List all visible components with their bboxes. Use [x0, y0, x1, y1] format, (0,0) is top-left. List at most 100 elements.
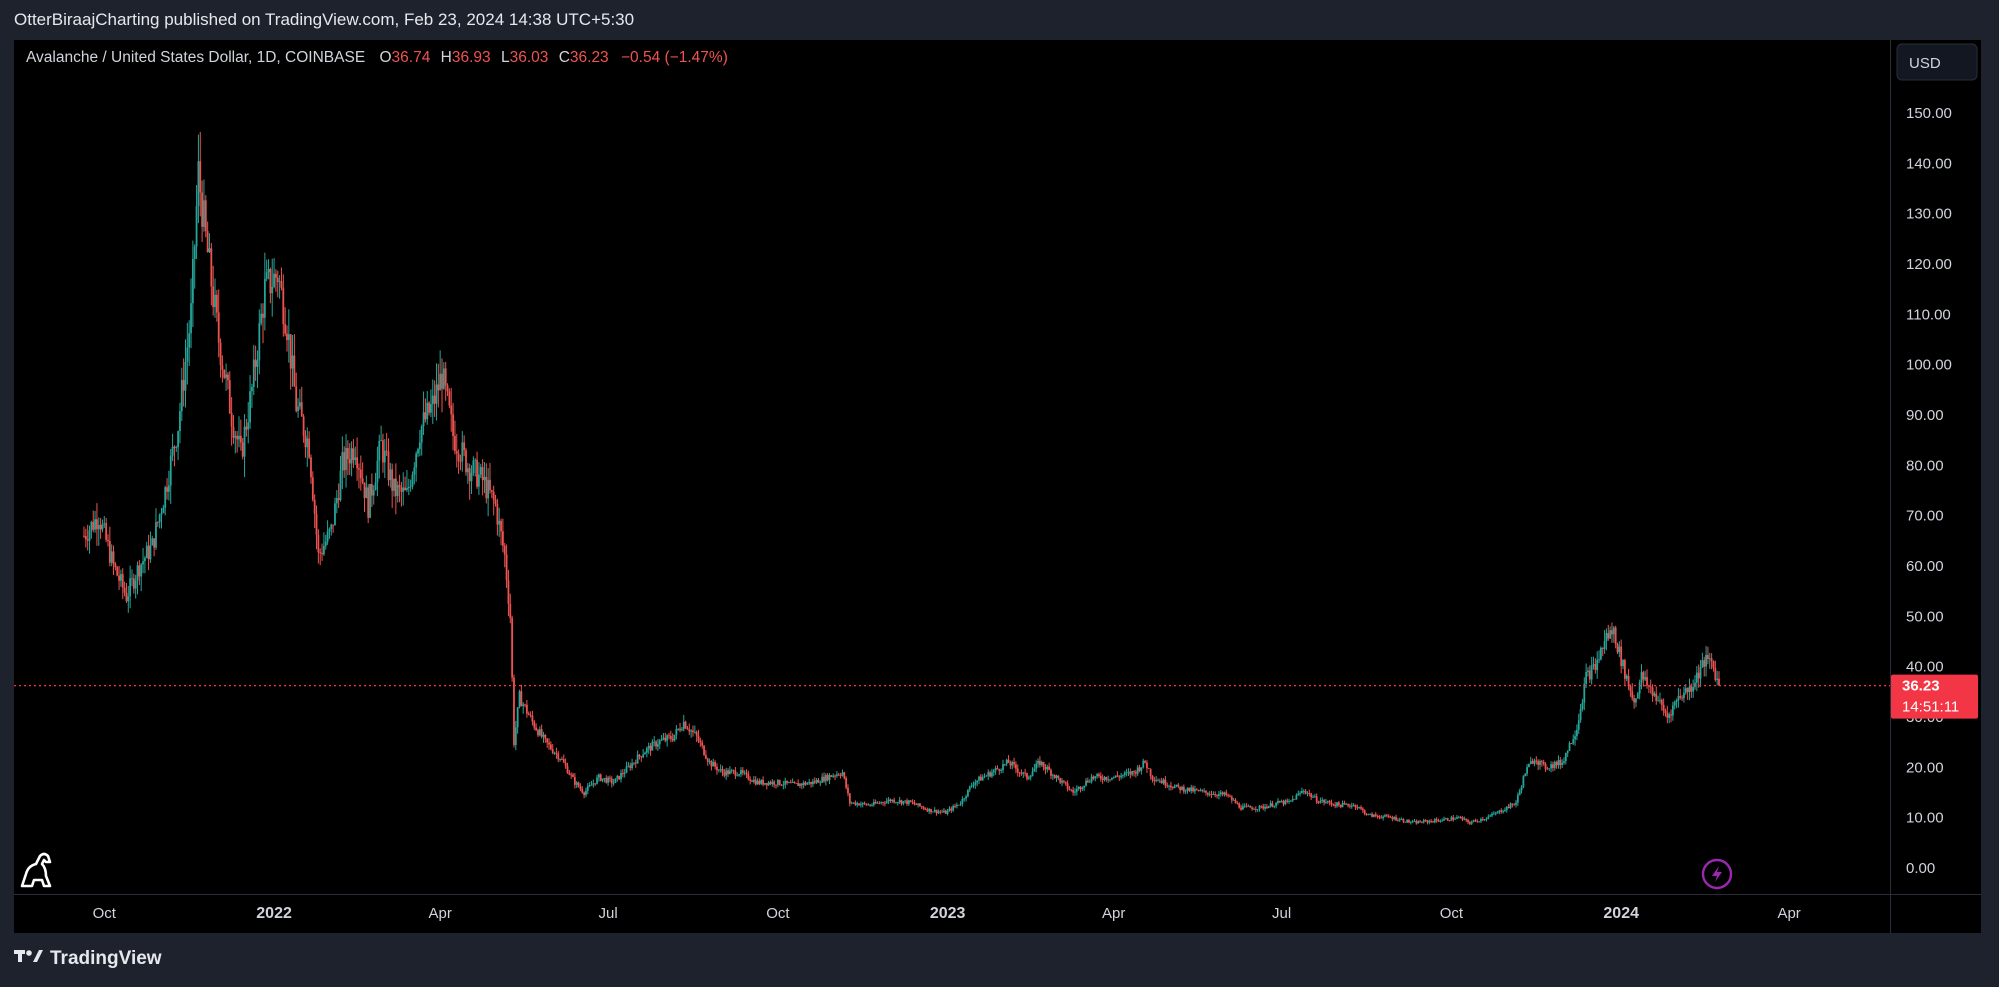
candle-body [1577, 720, 1580, 730]
candle-body [817, 779, 820, 783]
candle-body [568, 773, 571, 775]
candle-body [1433, 819, 1436, 823]
candle-body [1515, 802, 1517, 805]
candle-body [1256, 809, 1259, 810]
candle-body [671, 738, 674, 741]
candle-body [745, 772, 748, 774]
candle-body [188, 333, 191, 348]
lightning-icon[interactable] [1701, 858, 1733, 890]
candle-body [236, 435, 239, 440]
candle-body [1646, 677, 1648, 686]
candle-body [363, 482, 366, 499]
candle-body [1587, 670, 1589, 672]
candle-body [989, 772, 991, 777]
candle-body [411, 474, 414, 487]
candle-body [1627, 675, 1630, 687]
candle-body [513, 677, 515, 746]
candle-body [782, 784, 785, 786]
candle-body [911, 801, 914, 803]
candle-body [1265, 806, 1268, 809]
candle-body [1064, 781, 1067, 784]
candle-body [448, 391, 451, 406]
candlestick-chart[interactable]: Avalanche / United States Dollar, 1D, CO… [14, 40, 1981, 933]
chart-frame[interactable]: Avalanche / United States Dollar, 1D, CO… [14, 40, 1981, 933]
candle-body [151, 538, 154, 546]
candle-body [525, 704, 528, 714]
candle-body [313, 499, 316, 514]
candle-body [799, 783, 801, 787]
candle-body [1581, 702, 1584, 709]
candle-body [721, 769, 724, 773]
candle-body [321, 553, 323, 555]
candle-body [295, 386, 298, 412]
candle-body [1206, 792, 1209, 795]
candle-body [1142, 760, 1145, 768]
candle-body [428, 402, 430, 413]
candle-body [548, 742, 550, 745]
candle-body [258, 323, 261, 361]
candle-body [1550, 764, 1552, 769]
candle-body [326, 531, 329, 542]
candle-body [590, 784, 593, 786]
candle-body [1607, 633, 1610, 639]
dinosaur-icon[interactable] [20, 852, 52, 888]
candle-body [153, 538, 156, 548]
footer-brand[interactable]: TradingView [14, 948, 162, 970]
candle-body [1039, 760, 1041, 766]
candle-body [738, 774, 741, 776]
candle-body [267, 269, 270, 273]
candle-body [127, 596, 130, 602]
price-axis[interactable]: 0.0010.0020.0030.0040.0050.0060.0070.008… [1906, 105, 1952, 877]
candle-body [586, 786, 589, 791]
candle-body [361, 478, 364, 483]
candle-body [716, 766, 718, 771]
currency-button[interactable]: USD [1896, 43, 1978, 81]
candle-body [950, 808, 953, 811]
candle-body [760, 779, 763, 784]
candle-body [1439, 820, 1442, 822]
candle-body [1679, 696, 1682, 698]
candle-body [928, 808, 931, 812]
candles-layer [83, 131, 1720, 826]
candle-body [764, 783, 766, 785]
candle-body [806, 783, 809, 785]
candle-body [1313, 796, 1316, 798]
candle-body [1175, 784, 1178, 787]
time-tick-label: Apr [428, 905, 451, 922]
candle-body [1123, 772, 1126, 775]
candle-body [374, 482, 377, 491]
candle-body [389, 469, 392, 481]
candle-body [466, 468, 469, 473]
candle-body [221, 365, 224, 370]
candle-body [328, 529, 331, 532]
candle-body [752, 779, 755, 782]
candle-body [275, 273, 277, 278]
candle-body [83, 535, 85, 537]
price-tick-label: 90.00 [1906, 407, 1944, 424]
candle-body [1437, 820, 1440, 822]
candle-body [1037, 760, 1039, 764]
candle-body [1051, 774, 1054, 776]
candle-body [1435, 819, 1438, 821]
candle-body [1238, 803, 1241, 808]
candle-body [754, 779, 757, 785]
candle-body [1157, 780, 1159, 782]
candle-body [1336, 802, 1338, 807]
candle-body [1101, 778, 1104, 780]
candle-body [1640, 672, 1643, 683]
candle-body [1387, 815, 1390, 818]
time-tick-label: Apr [1102, 905, 1125, 922]
candle-body [808, 781, 811, 784]
candle-body [1015, 764, 1017, 769]
candle-body [961, 798, 964, 805]
candle-body [819, 782, 822, 784]
candle-body [1695, 672, 1698, 683]
candle-body [110, 551, 113, 563]
candle-body [1378, 816, 1381, 818]
candle-body [376, 460, 379, 483]
candle-body [1476, 820, 1479, 822]
candle-body [1118, 776, 1121, 778]
candle-body [983, 776, 986, 778]
time-axis[interactable]: Oct 2022 Apr Jul Oct 2023 Apr Jul Oct 2024 Apr [93, 905, 1801, 922]
candle-body [1430, 820, 1433, 822]
